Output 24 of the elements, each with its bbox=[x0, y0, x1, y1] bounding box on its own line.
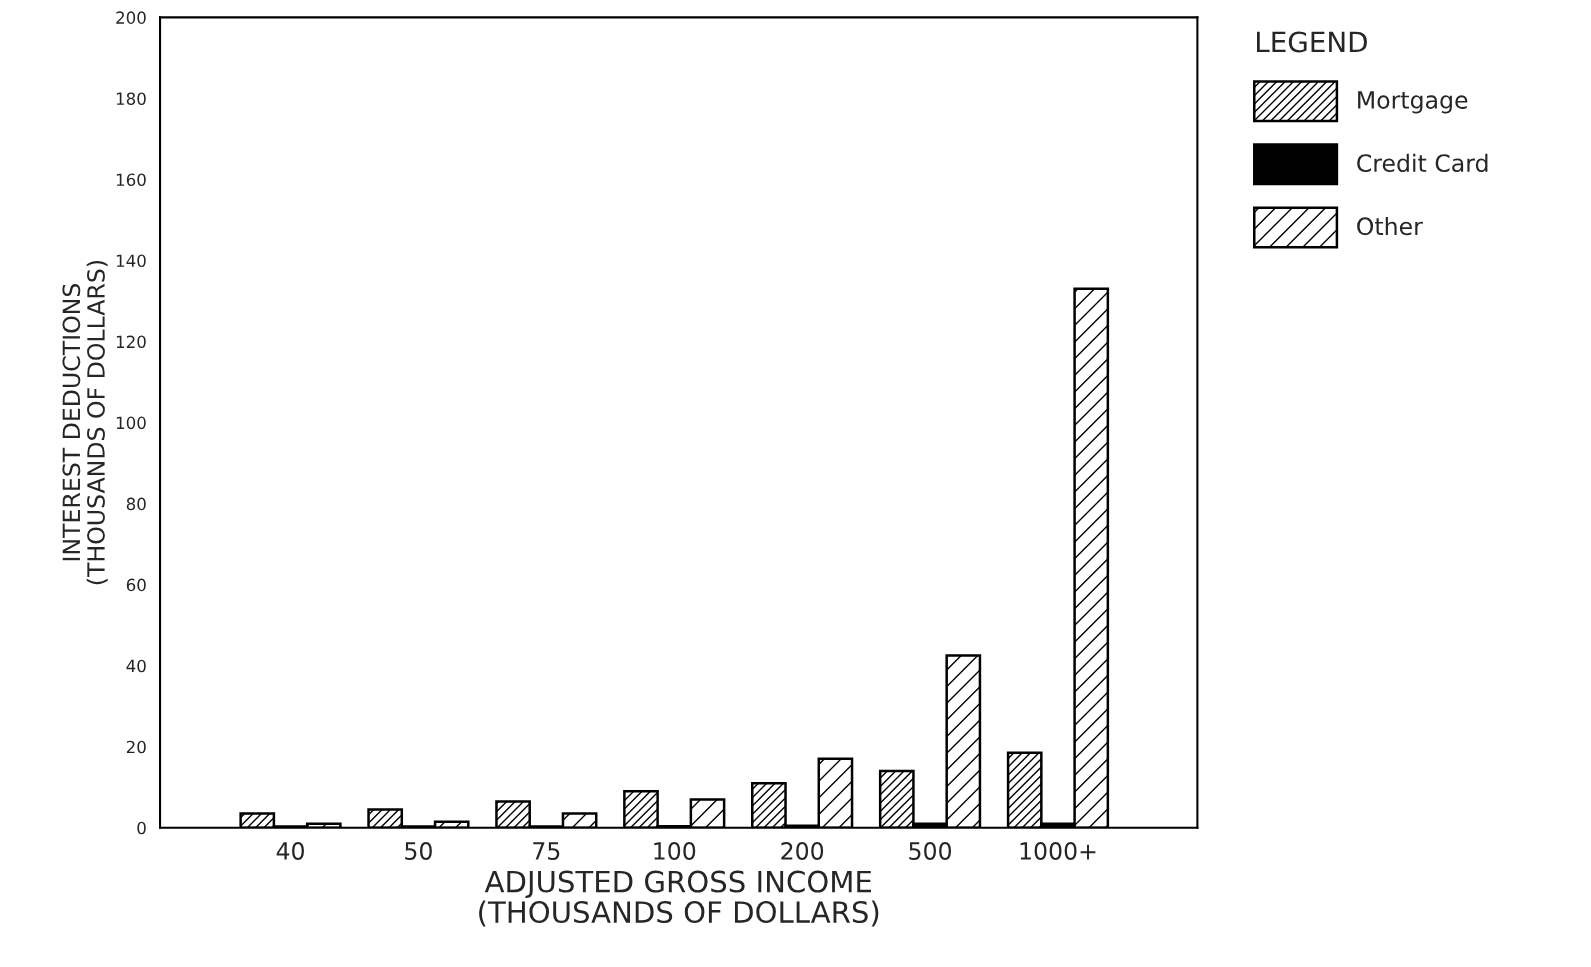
legend-label: Other bbox=[1357, 216, 1423, 236]
y-tick-label: 200 bbox=[116, 11, 146, 24]
x-axis-title: ADJUSTED GROSS INCOME (THOUSANDS OF DOLLARS) bbox=[479, 870, 879, 927]
y-tick-label: 40 bbox=[126, 659, 146, 673]
x-tick-label: 500 bbox=[909, 842, 952, 860]
x-tick-label: 50 bbox=[405, 842, 432, 860]
legend-title: LEGEND bbox=[1257, 31, 1367, 53]
legend-label: Credit Card bbox=[1357, 153, 1488, 173]
y-axis-title: INTEREST DEDUCTIONS (THOUSANDS OF DOLLARS) bbox=[62, 261, 108, 585]
y-tick-label: 160 bbox=[116, 173, 146, 187]
y-tick-label: 140 bbox=[116, 254, 146, 268]
y-tick-label: 0 bbox=[137, 821, 146, 835]
x-tick-label: 100 bbox=[654, 842, 696, 860]
y-tick-label: 60 bbox=[126, 578, 146, 592]
y-tick-label: 100 bbox=[116, 416, 146, 430]
y-tick-label: 20 bbox=[126, 740, 146, 754]
y-tick-label: 80 bbox=[126, 497, 146, 511]
x-tick-label: 200 bbox=[781, 842, 824, 860]
x-tick-label: 40 bbox=[276, 842, 304, 860]
legend-label: Mortgage bbox=[1358, 91, 1468, 114]
x-tick-label: 1000+ bbox=[1020, 842, 1096, 860]
x-tick-label: 75 bbox=[533, 842, 560, 860]
y-tick-label: 180 bbox=[116, 92, 146, 106]
y-tick-label: 120 bbox=[116, 335, 146, 349]
